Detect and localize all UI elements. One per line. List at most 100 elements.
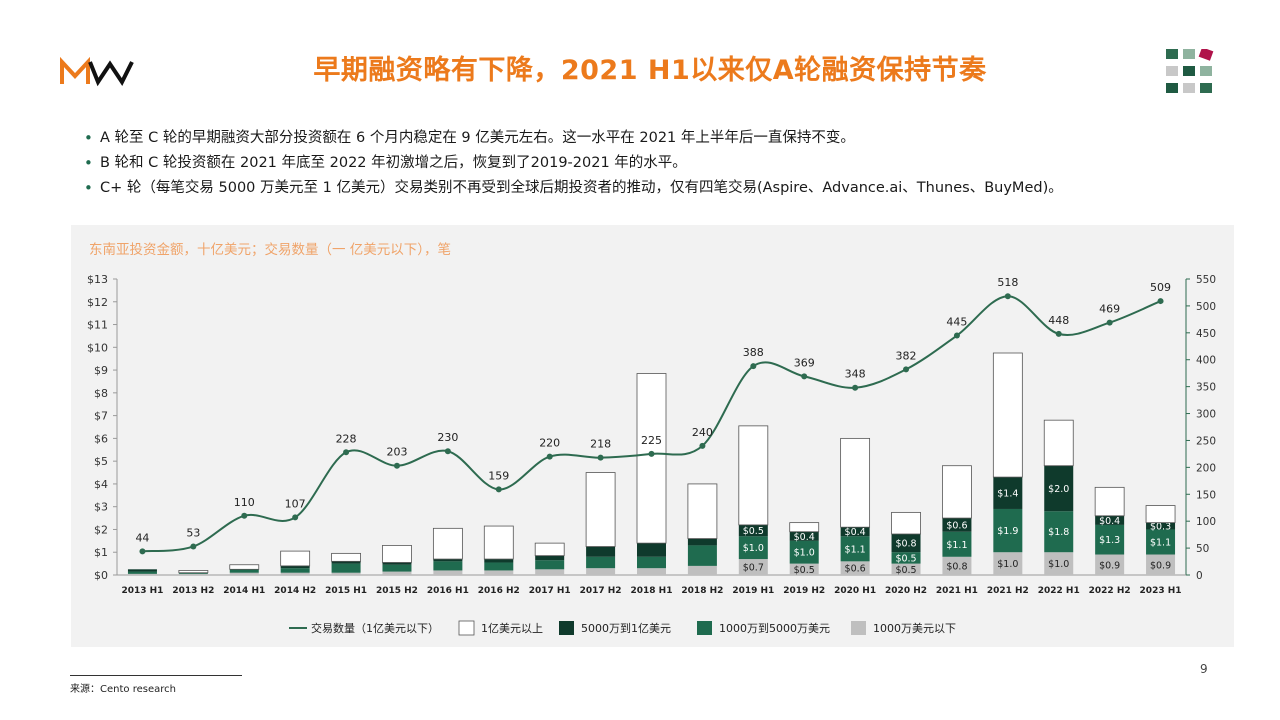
bar-segment (229, 572, 259, 575)
bar-segment (1095, 515, 1125, 525)
bullet-item: C+ 轮（每笔交易 5000 万美元至 1 亿美元）交易类别不再受到全球后期投资… (84, 176, 1204, 201)
deal-count-label: 388 (743, 346, 764, 359)
bar-segment (1095, 554, 1125, 575)
bar-segment (993, 508, 1023, 553)
bar-data-label: $0.5 (895, 553, 916, 564)
legend-label: 1000万美元以下 (873, 622, 956, 635)
bullet-item: B 轮和 C 轮投资额在 2021 年底至 2022 年初激增之后，恢复到了20… (84, 151, 1204, 176)
bar-segment (534, 542, 565, 557)
mw-logo-icon (60, 56, 134, 87)
bar-segment (535, 560, 565, 570)
deal-count-label: 44 (135, 531, 149, 544)
x-axis-tick-label: 2016 H2 (478, 586, 520, 596)
x-axis-tick-label: 2015 H2 (376, 586, 418, 596)
bar-segment (942, 518, 972, 532)
deal-count-point (546, 453, 553, 460)
deal-count-label: 228 (336, 432, 357, 445)
bar-segment (687, 538, 717, 546)
source-footnote: 来源：Cento research (70, 684, 176, 695)
left-axis-tick-label: $5 (94, 455, 108, 468)
deal-count-label: 110 (234, 496, 255, 509)
left-axis-tick-label: $7 (94, 410, 108, 423)
bar-segment (942, 531, 972, 557)
bar-segment (840, 536, 870, 562)
left-axis-tick-label: $4 (94, 478, 108, 491)
deal-count-point (343, 449, 350, 456)
right-axis-tick-label: 550 (1196, 274, 1216, 286)
bar-segment (993, 477, 1023, 509)
bar-segment (432, 527, 463, 560)
right-axis-tick-label: 0 (1196, 570, 1203, 582)
x-axis-tick-label: 2023 H1 (1140, 586, 1182, 596)
chart-subtitle: 东南亚投资金额，十亿美元；交易数量（一 亿美元以下），笔 (89, 242, 452, 258)
x-axis-tick-label: 2015 H1 (325, 586, 367, 596)
deal-count-label: 448 (1048, 314, 1069, 327)
bar-segment (178, 572, 208, 574)
bar-segment (1145, 505, 1176, 524)
footnote-divider (70, 675, 242, 676)
bar-segment (382, 544, 412, 563)
bar-data-label: $0.8 (946, 561, 967, 572)
bar-segment (586, 546, 616, 557)
x-axis-tick-label: 2013 H1 (121, 586, 163, 596)
bar-data-label: $1.3 (1099, 535, 1120, 546)
x-axis-tick-label: 2020 H2 (885, 586, 927, 596)
bar-data-label: $1.0 (743, 543, 764, 554)
bar-segment (840, 527, 870, 537)
x-axis-tick-label: 2021 H1 (936, 586, 978, 596)
bar-segment (738, 536, 768, 560)
deal-count-label: 230 (437, 431, 458, 444)
bar-segment (331, 552, 361, 562)
right-axis-tick-label: 100 (1196, 516, 1216, 528)
bar-data-label: $1.9 (997, 526, 1018, 537)
legend-swatch (697, 621, 712, 635)
bar-segment (586, 568, 616, 575)
bar-data-label: $0.3 (1150, 522, 1171, 533)
bar-segment (331, 563, 361, 573)
bar-segment (127, 573, 157, 575)
bar-segment (127, 571, 157, 574)
bar-segment (891, 534, 921, 553)
bar-segment (637, 568, 666, 575)
bar-segment (178, 573, 208, 575)
bar-segment (1044, 465, 1074, 512)
bar-segment (1094, 486, 1125, 517)
x-axis-tick-label: 2019 H1 (732, 586, 774, 596)
deal-count-point (139, 548, 146, 555)
bar-segment (891, 552, 921, 564)
bar-segment (433, 561, 463, 571)
bar-segment (891, 563, 921, 575)
chart: $0 $1 $2 $3 $4 $5 $6 $7 $8 $9 $10 $11 $12 $13 0 50 100 15… (87, 273, 1216, 636)
deal-count-point (190, 543, 197, 550)
bar-segment (1146, 529, 1176, 555)
right-axis-tick-label: 200 (1196, 462, 1216, 474)
deal-count-point (597, 454, 604, 461)
bar-segment (178, 570, 209, 574)
x-axis-tick-label: 2018 H2 (681, 586, 723, 596)
x-axis-tick-label: 2018 H1 (631, 586, 673, 596)
x-axis-tick-label: 2017 H1 (529, 586, 571, 596)
page-title: 早期融资略有下降，2021 H1以来仅A轮融资保持节奏 (313, 55, 987, 86)
bar-segment (1044, 511, 1074, 553)
deal-count-label: 53 (186, 526, 200, 539)
x-axis-tick-label: 2013 H2 (172, 586, 214, 596)
bar-segment (280, 565, 310, 569)
bar-segment (992, 352, 1023, 478)
right-axis-tick-label: 50 (1196, 543, 1209, 555)
deal-count-point (750, 363, 757, 370)
bar-data-label: $1.0 (997, 559, 1018, 570)
bullet-list: A 轮至 C 轮的早期融资大部分投资额在 6 个月内稳定在 9 亿美元左右。这一… (84, 126, 1204, 201)
bar-data-label: $0.5 (895, 565, 916, 576)
legend-label: 1亿美元以上 (481, 622, 543, 635)
deal-count-label: 348 (845, 368, 866, 381)
legend-swatch (458, 620, 475, 636)
bar-segment (942, 556, 972, 575)
left-axis-tick-label: $3 (94, 501, 108, 514)
bar-data-label: $1.8 (1048, 527, 1069, 538)
bar-data-label: $0.9 (1150, 560, 1171, 571)
bar-segment (331, 561, 361, 564)
bar-segment (280, 568, 310, 573)
x-axis-tick-label: 2022 H2 (1089, 586, 1131, 596)
bar-segment (1043, 419, 1074, 467)
bar-segment (891, 511, 921, 535)
